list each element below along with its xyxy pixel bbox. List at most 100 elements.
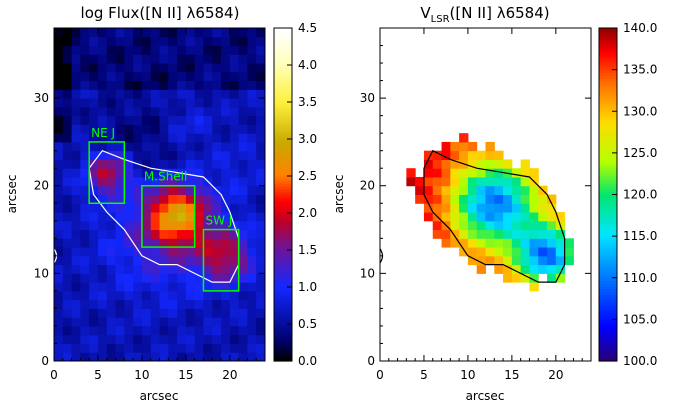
flux-pixel bbox=[221, 334, 231, 344]
flux-pixel bbox=[133, 238, 143, 248]
flux-pixel bbox=[89, 63, 99, 73]
flux-pixel bbox=[71, 229, 81, 239]
colorbar-swatch bbox=[274, 86, 292, 90]
flux-pixel bbox=[54, 334, 64, 344]
flux-pixel bbox=[62, 212, 73, 222]
flux-pixel bbox=[185, 203, 196, 213]
velocity-pixel bbox=[555, 273, 566, 283]
colorbar-swatch bbox=[599, 222, 617, 226]
flux-pixel bbox=[71, 54, 81, 64]
flux-pixel bbox=[124, 63, 134, 73]
flux-pixel bbox=[221, 194, 231, 204]
velocity-pixel bbox=[547, 194, 557, 204]
colorbar-swatch bbox=[599, 41, 617, 46]
flux-pixel bbox=[256, 299, 266, 309]
velocity-pixel bbox=[564, 255, 574, 266]
flux-pixel bbox=[238, 150, 248, 160]
flux-pixel bbox=[238, 282, 248, 292]
velocity-pixel bbox=[476, 176, 486, 187]
flux-pixel bbox=[247, 194, 257, 204]
velocity-pixel bbox=[467, 150, 478, 160]
flux-pixel bbox=[159, 299, 169, 309]
flux-pixel bbox=[97, 290, 108, 301]
flux-pixel bbox=[159, 71, 169, 82]
flux-pixel bbox=[97, 98, 108, 108]
colorbar-swatch bbox=[599, 89, 617, 93]
flux-pixel bbox=[150, 98, 160, 108]
flux-pixel bbox=[71, 115, 81, 125]
flux-pixel bbox=[256, 273, 266, 283]
flux-xlabel: arcsec bbox=[140, 389, 179, 403]
flux-pixel bbox=[177, 36, 187, 47]
flux-pixel bbox=[54, 71, 64, 82]
flux-pixel bbox=[168, 54, 178, 64]
colorbar-swatch bbox=[599, 80, 617, 85]
flux-pixel bbox=[133, 299, 143, 309]
colorbar-swatch bbox=[274, 316, 292, 320]
colorbar-swatch bbox=[274, 61, 292, 65]
flux-pixel bbox=[133, 212, 143, 222]
flux-pixel bbox=[177, 176, 187, 187]
flux-pixel bbox=[247, 150, 257, 160]
flux-pixel bbox=[256, 290, 266, 301]
colorbar-swatch bbox=[274, 52, 292, 57]
flux-pixel bbox=[238, 308, 248, 318]
flux-pixel bbox=[97, 220, 108, 231]
flux-pixel bbox=[62, 229, 73, 239]
colorbar-swatch bbox=[599, 341, 617, 345]
flux-pixel bbox=[256, 36, 266, 47]
flux-pixel bbox=[71, 141, 81, 152]
flux-pixel bbox=[194, 273, 204, 283]
flux-pixel bbox=[256, 194, 266, 204]
colorbar-swatch bbox=[274, 202, 292, 207]
flux-pixel bbox=[229, 28, 240, 38]
flux-pixel bbox=[159, 176, 169, 187]
velocity-pixel bbox=[485, 176, 495, 187]
colorbar-swatch bbox=[274, 272, 292, 276]
flux-pixel bbox=[168, 150, 178, 160]
flux-pixel bbox=[97, 159, 108, 169]
flux-pixel bbox=[62, 273, 73, 283]
flux-pixel bbox=[71, 150, 81, 160]
flux-pixel bbox=[97, 212, 108, 222]
velocity-pixel bbox=[503, 264, 513, 274]
flux-pixel bbox=[89, 80, 99, 90]
flux-pixel bbox=[203, 220, 213, 231]
flux-pixel bbox=[97, 308, 108, 318]
colorbar-swatch bbox=[274, 39, 292, 43]
colorbar-swatch bbox=[274, 344, 292, 348]
colorbar-swatch bbox=[599, 286, 617, 290]
flux-pixel bbox=[133, 150, 143, 160]
flux-pixel bbox=[177, 220, 187, 231]
flux-pixel bbox=[212, 273, 222, 283]
velocity-pixel bbox=[432, 176, 443, 187]
flux-pixel bbox=[256, 71, 266, 82]
flux-pixel bbox=[80, 28, 90, 38]
colorbar-swatch bbox=[599, 291, 617, 295]
colorbar-swatch bbox=[274, 266, 292, 271]
velocity-ticks: 0 5 10 15 20 0 10 20 30 bbox=[360, 28, 592, 382]
flux-pixel bbox=[89, 159, 99, 169]
colorbar-swatch bbox=[274, 141, 292, 146]
flux-pixel bbox=[115, 290, 125, 301]
flux-pixel bbox=[80, 203, 90, 213]
flux-pixel bbox=[238, 133, 248, 143]
velocity-pixel bbox=[459, 229, 469, 239]
flux-pixel bbox=[229, 141, 240, 152]
colorbar-tick-label: 130.0 bbox=[623, 104, 657, 118]
flux-pixel bbox=[80, 168, 90, 178]
colorbar-swatch bbox=[599, 161, 617, 165]
velocity-pixel bbox=[467, 176, 478, 187]
velocity-pixel bbox=[476, 238, 486, 248]
x-tick-label: 15 bbox=[504, 368, 519, 382]
colorbar-swatch bbox=[274, 58, 292, 62]
flux-pixel bbox=[168, 36, 178, 47]
flux-pixel bbox=[115, 229, 125, 239]
flux-pixel bbox=[221, 352, 231, 362]
flux-pixel bbox=[212, 54, 222, 64]
colorbar-tick-label: 105.0 bbox=[623, 312, 657, 326]
flux-pixel bbox=[80, 185, 90, 195]
flux-pixel bbox=[168, 106, 178, 117]
flux-pixel bbox=[89, 106, 99, 117]
flux-pixel bbox=[212, 159, 222, 169]
